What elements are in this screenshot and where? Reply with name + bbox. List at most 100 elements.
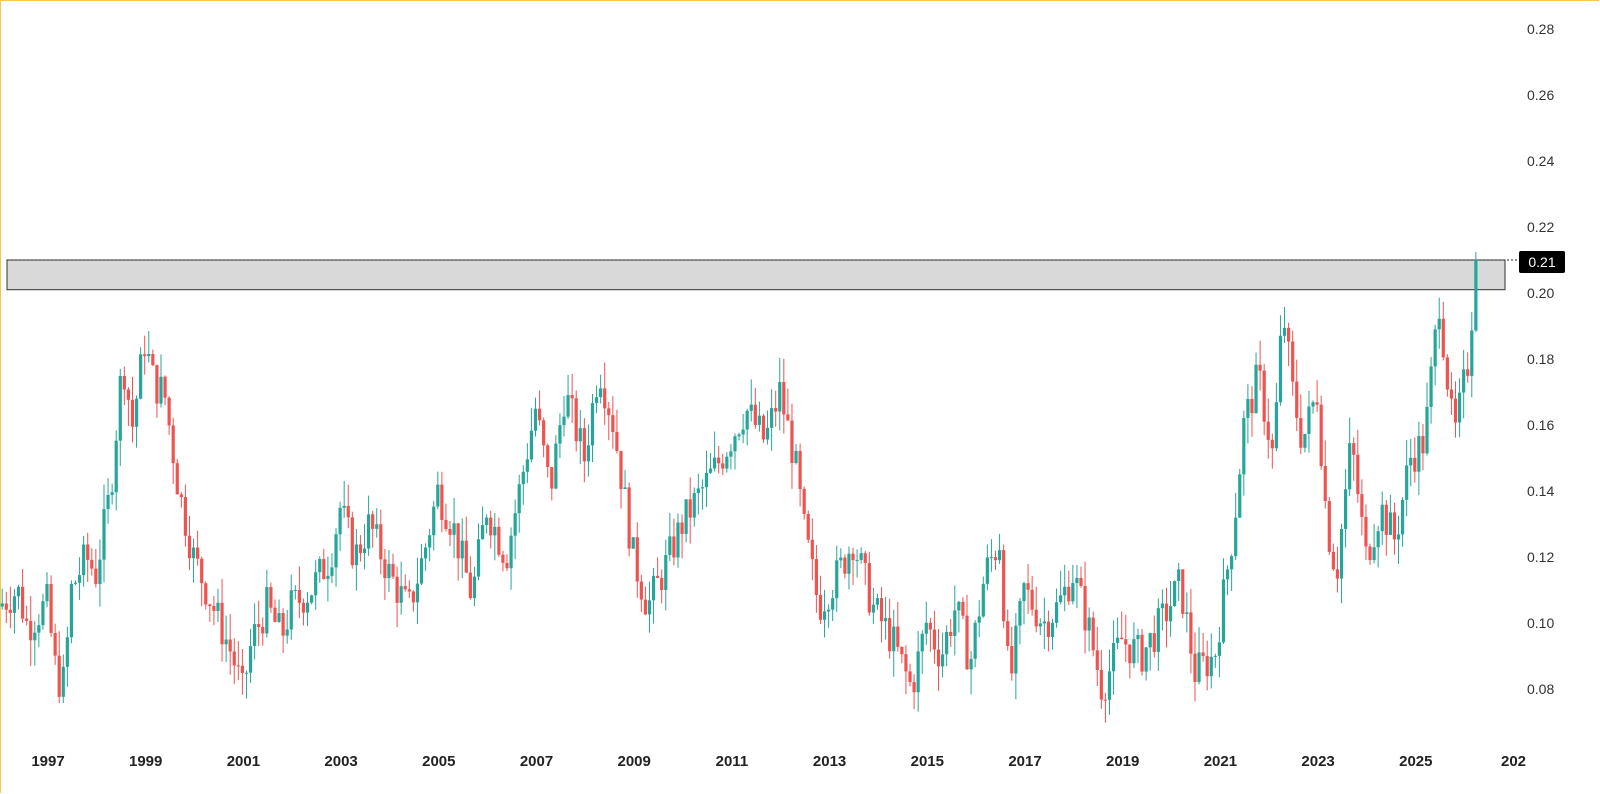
candle-body	[314, 572, 318, 596]
candle-body	[1311, 402, 1315, 407]
x-tick-label: 2003	[324, 753, 357, 770]
candle-body	[1136, 634, 1140, 640]
candle-body	[1010, 646, 1014, 674]
candle-body	[1116, 637, 1120, 643]
candle-body	[505, 562, 509, 569]
candle-body	[729, 451, 733, 457]
x-tick-label: 2017	[1008, 753, 1041, 770]
candle-body	[1128, 644, 1132, 664]
candle-body	[1075, 577, 1079, 584]
candle-body	[1030, 589, 1034, 610]
candle-body	[932, 629, 937, 650]
candle-body	[1449, 389, 1454, 399]
candle-body	[77, 575, 82, 583]
candle-body	[1368, 546, 1372, 561]
candle-body	[1441, 318, 1445, 358]
candle-body	[25, 618, 29, 621]
candle-body	[114, 440, 118, 493]
time-axis[interactable]: 1997 1999 2001 2003 2005 2007 2009 2011 2013 2015…	[31, 753, 1526, 770]
candle-body	[1160, 603, 1165, 609]
candle-body	[391, 563, 395, 577]
candle-body	[835, 560, 839, 599]
candle-body	[419, 558, 424, 584]
y-tick-label: 0.20	[1527, 285, 1554, 301]
candle-body	[1343, 489, 1348, 529]
last-price-tag-background	[1519, 251, 1565, 273]
candle-body	[1103, 699, 1108, 701]
candle-body	[863, 553, 867, 564]
candle-body	[1250, 398, 1254, 414]
candle-body	[232, 651, 236, 666]
candle-body	[521, 471, 525, 485]
candle-body	[737, 434, 741, 437]
candle-body	[798, 450, 802, 490]
candle-body	[688, 499, 692, 518]
candle-body	[29, 620, 33, 641]
candle-body	[407, 589, 411, 592]
candle-body	[1462, 369, 1466, 393]
candle-body	[1388, 512, 1392, 535]
candle-body	[1376, 531, 1380, 548]
candle-body	[1099, 669, 1103, 700]
candle-body	[1193, 653, 1197, 682]
candle-body	[1148, 633, 1152, 648]
candle-body	[1173, 581, 1177, 607]
candle-body	[1181, 569, 1185, 614]
candle-body	[12, 596, 17, 613]
candle-body	[472, 576, 477, 599]
candle-body	[1417, 436, 1421, 472]
candle-body	[965, 615, 969, 670]
candle-body	[1225, 569, 1230, 580]
candle-body	[615, 431, 619, 452]
candle-body	[1022, 583, 1026, 602]
candle-body	[537, 408, 542, 421]
candle-body	[436, 484, 440, 507]
candle-body	[1095, 650, 1099, 670]
candle-body	[285, 629, 289, 636]
candle-body	[86, 544, 90, 560]
candle-body	[1303, 433, 1307, 448]
candle-body	[509, 535, 513, 569]
candle-body	[1026, 583, 1030, 590]
candle-body	[1356, 454, 1360, 495]
candle-body	[643, 599, 648, 615]
candle-body	[745, 410, 749, 430]
candle-body	[1059, 595, 1063, 603]
candle-body	[1262, 370, 1266, 422]
candle-body	[1323, 466, 1327, 502]
candle-body	[415, 583, 420, 603]
candle-body	[167, 397, 171, 426]
resistance-zone[interactable]	[6, 259, 1506, 291]
candle-body	[476, 539, 481, 577]
candle-body	[277, 613, 281, 622]
candle-body	[924, 622, 928, 634]
candle-body	[827, 609, 831, 612]
candle-body	[623, 487, 627, 490]
candle-body	[1213, 655, 1217, 657]
candle-body	[550, 467, 554, 489]
price-axis[interactable]: 0.28 0.26 0.24 0.22 0.20 0.18 0.16 0.14 0.12 0.10…	[1527, 21, 1554, 697]
candle-body	[428, 535, 432, 548]
candle-body	[432, 506, 436, 536]
candle-body	[1091, 617, 1095, 651]
candle-body	[1217, 642, 1221, 656]
y-tick-label: 0.08	[1527, 681, 1554, 697]
candle-body	[1291, 341, 1295, 382]
candle-body	[566, 395, 570, 417]
y-tick-label: 0.22	[1527, 219, 1554, 235]
candle-body	[1299, 417, 1303, 448]
candle-body	[212, 606, 216, 611]
candle-body	[1140, 634, 1144, 672]
candle-body	[977, 616, 981, 623]
candle-body	[794, 450, 798, 464]
candle-body	[936, 649, 941, 667]
candle-body	[1270, 439, 1274, 449]
candle-body	[143, 354, 147, 357]
x-tick-label: 2011	[716, 753, 749, 770]
candle-body	[354, 544, 358, 566]
candle-body	[1063, 586, 1067, 596]
candle-body	[517, 484, 521, 514]
candle-body	[883, 618, 888, 622]
candle-wicks	[1, 252, 1477, 723]
